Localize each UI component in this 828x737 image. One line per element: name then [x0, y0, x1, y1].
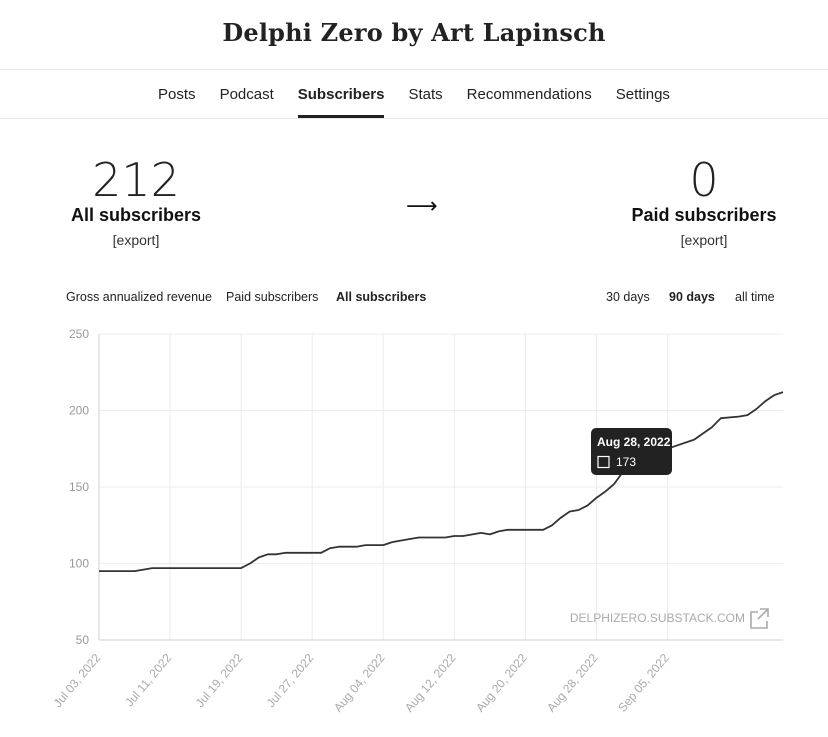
tooltip-series-swatch [597, 455, 610, 469]
tab-podcast[interactable]: Podcast [219, 85, 274, 103]
filter-all-subscribers[interactable]: All subscribers [336, 290, 427, 304]
data-point [737, 415, 741, 419]
paid-subscribers-count: 0 [689, 153, 719, 207]
data-point [239, 566, 243, 570]
data-point [488, 532, 492, 536]
data-point [594, 496, 598, 500]
data-point [701, 431, 705, 435]
tooltip-value: 173 [616, 455, 636, 469]
external-link-icon [750, 608, 769, 629]
data-point [745, 413, 749, 417]
export-paid-link[interactable]: [export] [680, 232, 728, 248]
y-tick-label: 100 [69, 557, 89, 571]
dashboard-nav: Posts Podcast Subscribers Stats Recommen… [0, 70, 828, 119]
data-point [248, 562, 252, 566]
chart-tooltip: Aug 28, 2022 173 [591, 428, 672, 475]
data-point [275, 552, 279, 556]
all-subscribers-count: 212 [92, 153, 180, 207]
data-point [577, 508, 581, 512]
y-tick-label: 200 [69, 404, 89, 418]
y-tick-label: 50 [76, 633, 90, 647]
tab-posts[interactable]: Posts [158, 85, 196, 103]
x-tick-label: Jul 03, 2022 [51, 651, 104, 710]
data-point [408, 537, 412, 541]
external-link-arrow [757, 608, 769, 620]
data-point [674, 444, 678, 448]
all-subscribers-label: All subscribers [70, 205, 202, 225]
x-tick-label: Jul 19, 2022 [193, 651, 246, 710]
data-point [772, 393, 776, 397]
arrow-right-icon: ⟶ [406, 193, 438, 218]
data-point [319, 551, 323, 555]
data-point [612, 482, 616, 486]
y-tick-label: 250 [69, 327, 89, 341]
x-tick-label: Aug 04, 2022 [331, 651, 388, 715]
tooltip-box [591, 428, 672, 475]
x-tick-label: Sep 05, 2022 [615, 651, 672, 715]
chart-filters: Gross annualized revenue Paid subscriber… [0, 284, 828, 324]
data-point [719, 416, 723, 420]
filter-paid-subscribers[interactable]: Paid subscribers [226, 290, 319, 304]
data-point [559, 516, 563, 520]
data-point [550, 523, 554, 527]
watermark-text: DELPHIZERO.SUBSTACK.COM [570, 611, 745, 625]
data-point [586, 503, 590, 507]
data-point [390, 540, 394, 544]
subscriber-summary: 212 All subscribers [export] ⟶ 0 Paid su… [0, 119, 828, 284]
tooltip-date: Aug 28, 2022 [597, 435, 671, 449]
data-point [284, 551, 288, 555]
data-point [692, 438, 696, 442]
subscriber-series-line [99, 391, 784, 572]
data-point [603, 490, 607, 494]
tab-stats[interactable]: Stats [408, 85, 443, 103]
x-tick-label: Jul 27, 2022 [264, 651, 317, 710]
data-point [97, 569, 101, 573]
data-point [133, 569, 137, 573]
tab-recommendations[interactable]: Recommendations [466, 85, 592, 103]
data-point [150, 566, 154, 570]
data-point [328, 546, 332, 550]
data-point [355, 545, 359, 549]
publication-header: Delphi Zero by Art Lapinsch [0, 0, 828, 70]
range-90-days[interactable]: 90 days [669, 290, 715, 304]
data-point [710, 425, 714, 429]
x-tick-label: Aug 28, 2022 [544, 651, 601, 715]
paid-subscribers-stat: 0 Paid subscribers [export] [614, 155, 794, 248]
data-point [479, 531, 483, 535]
data-point [461, 534, 465, 538]
data-point [266, 552, 270, 556]
data-point [443, 535, 447, 539]
data-point [506, 528, 510, 532]
x-tick-label: Jul 11, 2022 [122, 651, 174, 710]
subscriber-chart: 50 100 150 200 250 Jul 03, 2022 Jul 11, 2022 Ju… [0, 320, 828, 732]
data-point [568, 509, 572, 513]
publication-title[interactable]: Delphi Zero by Art Lapinsch [222, 18, 606, 47]
data-point [497, 529, 501, 533]
all-subscribers-stat: 212 All subscribers [export] [46, 155, 226, 248]
data-point [781, 390, 785, 394]
x-tick-label: Aug 20, 2022 [473, 651, 530, 715]
data-point [257, 555, 261, 559]
subscriber-chart-svg[interactable]: 50 100 150 200 250 Jul 03, 2022 Jul 11, 2022 Ju… [0, 320, 828, 732]
data-point [541, 528, 545, 532]
data-point [754, 407, 758, 411]
y-tick-label: 150 [69, 480, 89, 494]
data-point [417, 535, 421, 539]
paid-subscribers-label: Paid subscribers [631, 205, 777, 225]
tab-subscribers[interactable]: Subscribers [297, 70, 384, 118]
external-link-box [750, 611, 768, 629]
data-point [763, 399, 767, 403]
data-point [337, 545, 341, 549]
filter-gross-revenue[interactable]: Gross annualized revenue [66, 290, 212, 304]
export-all-link[interactable]: [export] [112, 232, 160, 248]
data-point [363, 543, 367, 547]
data-point [452, 534, 456, 538]
tab-settings[interactable]: Settings [615, 85, 670, 103]
range-30-days[interactable]: 30 days [606, 290, 650, 304]
data-point [381, 543, 385, 547]
x-tick-label: Aug 12, 2022 [402, 651, 459, 715]
range-all-time[interactable]: all time [735, 290, 775, 304]
